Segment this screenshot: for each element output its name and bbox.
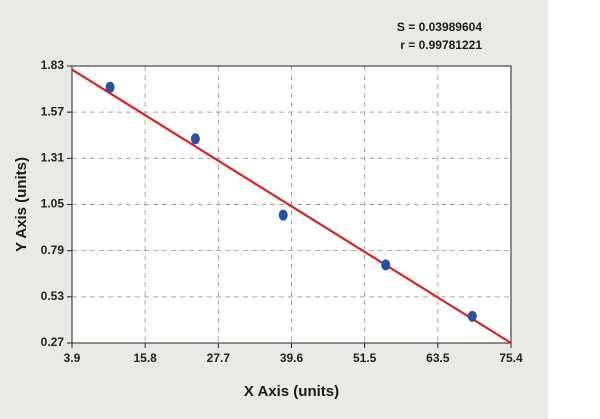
- x-tick-label: 75.4: [499, 351, 523, 365]
- data-point: [381, 259, 391, 271]
- y-tick-label: 0.79: [41, 243, 65, 257]
- x-tick-label: 63.5: [426, 351, 450, 365]
- fit-line: [71, 68, 512, 344]
- data-point: [190, 133, 200, 145]
- data-point: [467, 310, 477, 322]
- y-tick-label: 1.05: [41, 197, 65, 211]
- x-tick-label: 51.5: [353, 351, 377, 365]
- correlation-label: r = 0.99781221: [400, 38, 482, 52]
- y-axis-label: Y Axis (units): [13, 157, 30, 252]
- chart-panel: 3.9 15.8 27.7 39.6 51.5 63.5 75.4 0.27 0.53 0.79 1…: [0, 0, 548, 419]
- scatter-chart: 3.9 15.8 27.7 39.6 51.5 63.5 75.4 0.27 0.53 0.79 1…: [13, 58, 523, 400]
- y-tick-label: 1.83: [41, 58, 65, 72]
- data-point: [105, 81, 115, 93]
- y-tick-label: 0.53: [41, 289, 65, 303]
- y-tick-label: 1.57: [41, 104, 65, 118]
- y-tick-label: 0.27: [41, 335, 65, 349]
- x-tick-label: 27.7: [207, 351, 231, 365]
- x-axis-label: X Axis (units): [244, 383, 339, 400]
- data-point: [278, 209, 288, 221]
- plot-border: [71, 65, 512, 344]
- x-tick-label: 15.8: [133, 351, 157, 365]
- x-tick-label: 3.9: [64, 351, 81, 365]
- y-tick-label: 1.31: [41, 151, 65, 165]
- std-error-label: S = 0.03989604: [396, 20, 482, 34]
- x-tick-label: 39.6: [280, 351, 304, 365]
